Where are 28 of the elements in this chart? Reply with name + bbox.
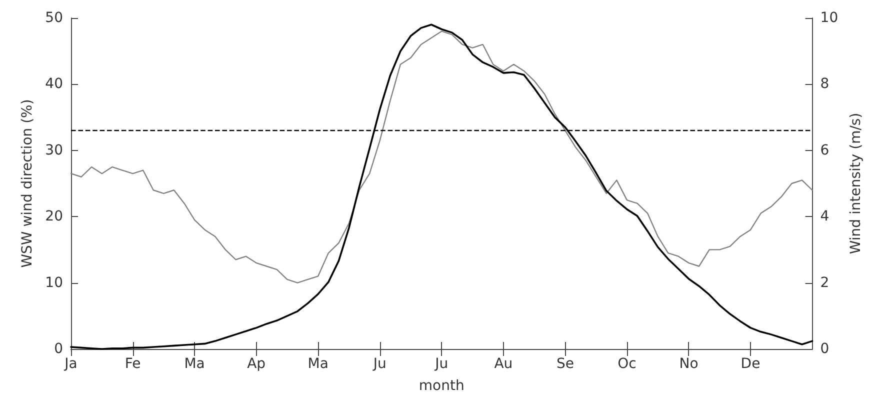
y-tick-label: 10 (45, 274, 63, 291)
x-tick-label: No (679, 356, 698, 372)
x-tick-label: Au (494, 356, 513, 372)
x-tick-label: Ju (372, 356, 386, 372)
y2-tick-label: 8 (820, 76, 830, 92)
x-tick-label: Ma (184, 356, 205, 372)
x-axis-title: month (418, 378, 464, 394)
y-axis-title: WSW wind direction (%) (19, 99, 36, 268)
x-tick-label: Oc (618, 356, 636, 372)
x-tick-label: Se (556, 356, 574, 372)
x-tick-label: Fe (124, 356, 141, 372)
x-tick-label: Ja (64, 356, 78, 372)
x-tick-label: Ju (434, 356, 448, 372)
y-tick-label: 0 (54, 341, 63, 357)
y2-tick-label: 4 (820, 208, 830, 225)
y2-axis-title: Wind intensity (m/s) (848, 112, 864, 254)
y-tick-label: 40 (45, 76, 63, 92)
y-tick-label: 50 (45, 10, 63, 26)
x-tick-label: Ap (247, 356, 266, 372)
y2-tick-label: 10 (820, 10, 838, 26)
y-tick-label: 30 (45, 142, 63, 158)
y-tick-label: 20 (45, 208, 63, 225)
y2-tick-label: 0 (820, 341, 830, 357)
x-tick-label: Ma (308, 356, 328, 372)
x-tick-label: De (740, 356, 760, 372)
y2-tick-label: 2 (820, 274, 830, 291)
y2-tick-label: 6 (820, 142, 830, 158)
line-series (70, 30, 813, 284)
